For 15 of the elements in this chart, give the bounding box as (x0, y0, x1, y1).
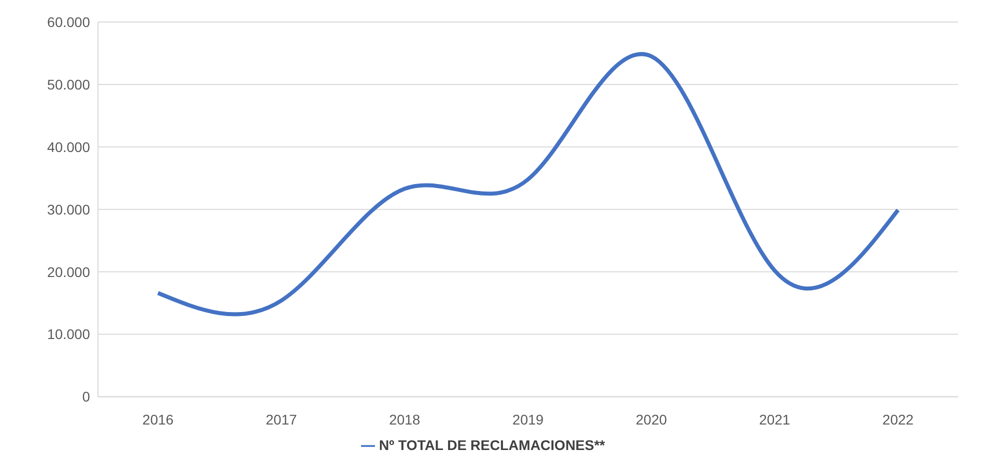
y-tick-label: 30.000 (47, 201, 90, 218)
x-tick-label: 2022 (882, 412, 914, 428)
x-tick-label: 2017 (266, 412, 298, 428)
y-tick-label: 0 (82, 388, 90, 405)
y-tick-label: 40.000 (47, 138, 90, 155)
y-tick-label: 60.000 (47, 14, 90, 30)
y-tick-label: 50.000 (47, 76, 90, 92)
y-tick-label: 10.000 (47, 326, 90, 342)
x-tick-label: 2018 (389, 412, 420, 428)
x-tick-label: 2016 (142, 412, 174, 428)
x-tick-label: 2021 (759, 412, 790, 428)
y-tick-label: 20.000 (47, 264, 90, 280)
legend-label: Nº TOTAL DE RECLAMACIONES** (378, 436, 606, 453)
x-tick-label: 2019 (512, 412, 544, 428)
x-tick-label: 2020 (636, 412, 668, 428)
